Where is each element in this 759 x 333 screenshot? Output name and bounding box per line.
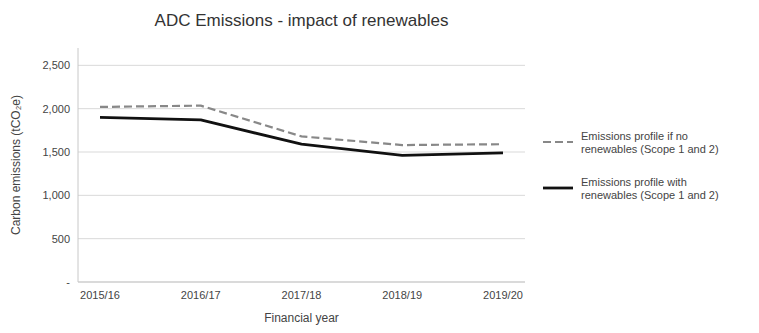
grid-line <box>78 195 525 196</box>
x-tick-label: 2017/18 <box>282 289 322 301</box>
x-tick-label: 2018/19 <box>382 289 422 301</box>
grid-line <box>78 108 525 109</box>
x-axis-line <box>78 282 525 283</box>
grid-line <box>78 282 525 283</box>
x-tick-label: 2015/16 <box>80 289 120 301</box>
y-tick-label: - <box>66 276 70 288</box>
legend-label: Emissions profile withrenewables (Scope … <box>581 176 719 201</box>
legend-swatch <box>543 141 573 143</box>
x-axis-label: Financial year <box>264 311 339 325</box>
y-axis-line <box>78 48 79 282</box>
legend-label-line: Emissions profile with <box>581 176 687 188</box>
chart: - 500 1,000 1,500 2,000 2,500 2015/16 2016/17 20… <box>0 0 759 333</box>
plot-area <box>100 106 503 156</box>
series-line <box>100 106 503 145</box>
y-tick-label: 500 <box>52 233 70 245</box>
x-tick-label: 2016/17 <box>181 289 221 301</box>
legend-label-line: renewables (Scope 1 and 2) <box>581 189 719 201</box>
title: ADC Emissions - impact of renewables <box>155 11 449 30</box>
legend-swatch <box>543 187 573 190</box>
series-line <box>100 117 503 155</box>
y-tick-label: 2,500 <box>42 59 70 71</box>
y-tick-label: 1,000 <box>42 189 70 201</box>
y-axis-label: Carbon emissions (tCO₂e) <box>9 95 23 235</box>
legend-label-line: Emissions profile if no <box>581 130 688 142</box>
grid-line <box>78 65 525 66</box>
legend-label: Emissions profile if norenewables (Scope… <box>581 130 719 155</box>
y-tick-label: 2,000 <box>42 103 70 115</box>
legend-label-line: renewables (Scope 1 and 2) <box>581 143 719 155</box>
x-tick-label: 2019/20 <box>483 289 523 301</box>
grid-line <box>78 152 525 153</box>
y-tick-label: 1,500 <box>42 146 70 158</box>
grid-line <box>78 238 525 239</box>
